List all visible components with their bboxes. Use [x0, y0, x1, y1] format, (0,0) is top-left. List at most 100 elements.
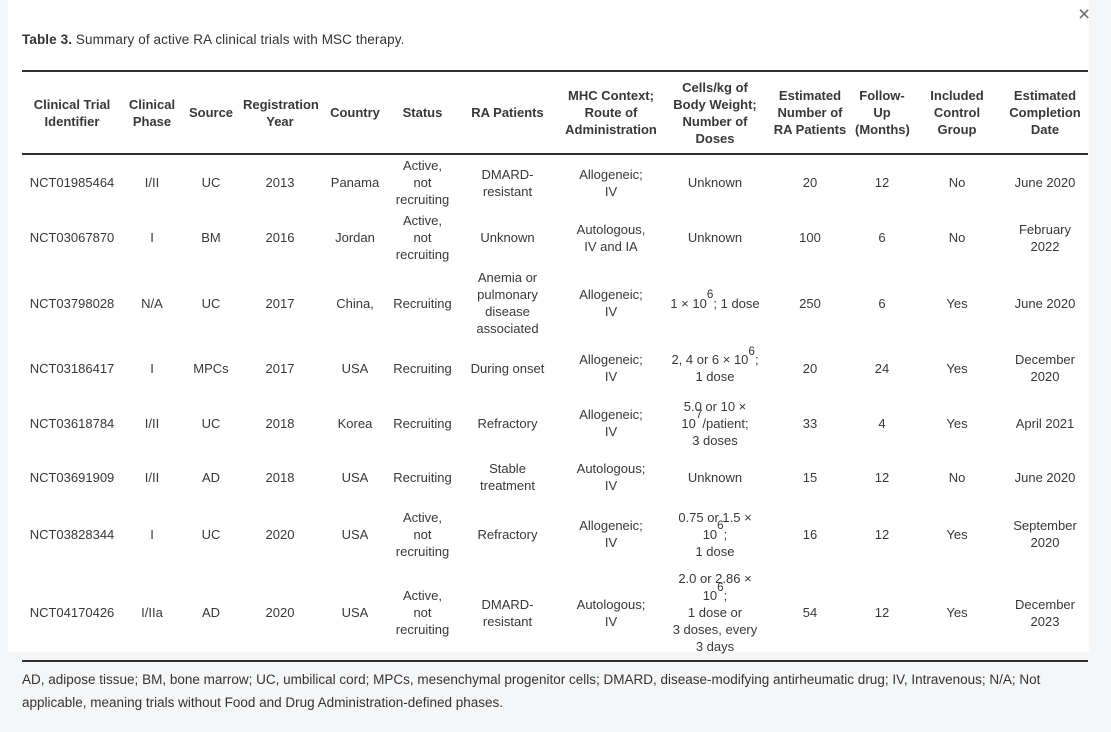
table-cell: NCT04170426: [29, 605, 115, 620]
table-cell: 250: [799, 295, 821, 311]
table-cell: 2020: [265, 605, 295, 620]
table-cell: NCT01985464: [29, 175, 115, 190]
table-cell: I/II: [144, 415, 160, 431]
table-cell: June 2020: [1014, 295, 1076, 311]
column-header: Status: [390, 71, 455, 155]
table-cell: 4: [878, 415, 886, 431]
table-caption-text: Summary of active RA clinical trials wit…: [72, 32, 405, 47]
table-cell: Recruiting: [393, 295, 452, 311]
table-cell: AD: [201, 605, 221, 620]
table-cell: DMARD- resistant: [481, 166, 534, 199]
table-row: NCT01985464 I/II UC 2013 Panama Active, not r…: [22, 154, 1088, 210]
table-cell: UC: [201, 295, 221, 311]
table-cell: China,: [336, 295, 374, 311]
table-cell: I/II: [144, 175, 160, 190]
table-cell: 54: [802, 605, 818, 620]
table-cell: 12: [874, 605, 890, 620]
table-cell: 100: [799, 230, 821, 245]
table-cell: Active, not recruiting: [395, 588, 450, 637]
table-cell: USA: [341, 526, 369, 542]
table-cell: No: [948, 469, 966, 485]
table-cell: 2.0 or 2.86 × 106; 1 dose or 3 doses, ev…: [672, 571, 758, 654]
table-cell: Stable treatment: [480, 461, 535, 493]
table-cell: 5.0 or 10 × 107/patient; 3 doses: [681, 398, 749, 448]
table-cell: 1 × 106; 1 dose: [670, 288, 760, 311]
table-cell: June 2020: [1014, 175, 1076, 190]
column-header: Estimated Completion Date: [1002, 71, 1088, 155]
column-header: Estimated Number of RA Patients: [768, 71, 852, 155]
table-cell: I: [150, 230, 154, 245]
table-cell: 16: [802, 526, 818, 542]
column-header: Clinical Trial Identifier: [22, 71, 122, 155]
column-header: Included Control Group: [912, 71, 1002, 155]
table-cell: Allogeneic; IV: [579, 287, 643, 319]
table-cell: 20: [802, 175, 818, 190]
table-cell: 2016: [265, 230, 295, 245]
column-header: Source: [182, 71, 240, 155]
table-cell: Yes: [946, 360, 968, 376]
table-cell: December 2023: [1015, 596, 1075, 629]
table-row: NCT03798028 N/A UC 2017 China, Recruiting Anem…: [22, 265, 1088, 341]
table-cell: No: [948, 175, 966, 190]
table-cell: No: [948, 230, 966, 245]
close-icon[interactable]: ×: [1078, 3, 1091, 26]
table-cell: 2018: [265, 415, 295, 431]
table-row: NCT03186417 I MPCs 2017 USA Recruiting During …: [22, 341, 1088, 395]
table-cell: NCT03798028: [29, 295, 115, 311]
table-cell: During onset: [470, 360, 545, 376]
table-cell: NCT03828344: [29, 526, 115, 542]
table-cell: 2020: [265, 526, 295, 542]
table-cell: Yes: [946, 295, 968, 311]
column-header: Country: [320, 71, 390, 155]
table-cell: MPCs: [193, 360, 229, 376]
table-cell: NCT03186417: [29, 360, 115, 376]
table-cell: Yes: [946, 415, 968, 431]
table-cell: 2018: [265, 469, 295, 485]
table-cell: February 2022: [1018, 221, 1072, 254]
table-row: NCT04170426 I/IIa AD 2020 USA Active, not rec…: [22, 565, 1088, 661]
column-header: Registration Year: [240, 71, 320, 155]
table-cell: Unknown: [687, 175, 743, 190]
table-cell: 15: [802, 469, 818, 485]
table-cell: 12: [874, 469, 890, 485]
table-cell: 12: [874, 526, 890, 542]
table-cell: USA: [341, 469, 369, 485]
table-cell: 0.75 or 1.5 × 106; 1 dose: [678, 509, 752, 559]
table-body: NCT01985464 I/II UC 2013 Panama Active, not r…: [22, 154, 1088, 661]
table-cell: Yes: [946, 605, 968, 620]
column-header: Follow- Up (Months): [852, 71, 912, 155]
table-cell: Korea: [337, 415, 373, 431]
table-cell: Allogeneic; IV: [579, 166, 643, 199]
table-row: NCT03067870 I BM 2016 Jordan Active, not recr…: [22, 210, 1088, 265]
table-cell: UC: [201, 415, 221, 431]
table-cell: Active, not recruiting: [395, 158, 450, 207]
table-cell: USA: [341, 360, 369, 376]
table-cell: BM: [201, 230, 221, 245]
table-row: NCT03691909 I/II AD 2018 USA Recruiting Stable…: [22, 451, 1088, 503]
table-cell: Refractory: [477, 415, 538, 431]
table-cell: December 2020: [1015, 352, 1075, 384]
table-cell: Allogeneic; IV: [579, 407, 643, 439]
table-cell: Active, not recruiting: [395, 213, 450, 262]
table-cell: UC: [201, 526, 221, 542]
table-cell: Active, not recruiting: [395, 509, 450, 559]
table-cell: Recruiting: [393, 360, 452, 376]
clinical-trials-table: Clinical Trial Identifier Clinical Phase S…: [22, 70, 1088, 662]
table-cell: 24: [874, 360, 890, 376]
table-cell: 2013: [265, 175, 295, 190]
table-cell: Panama: [330, 175, 380, 190]
table-cell: DMARD- resistant: [481, 596, 534, 629]
table-cell: 2017: [265, 295, 295, 311]
table-cell: I: [150, 526, 154, 542]
table-cell: April 2021: [1015, 415, 1075, 431]
table-cell: N/A: [141, 295, 163, 311]
table-cell: UC: [201, 175, 221, 190]
table-cell: Anemia or pulmonary disease associated: [476, 270, 539, 336]
table-caption-label: Table 3.: [22, 32, 73, 47]
table-cell: 2, 4 or 6 × 106; 1 dose: [671, 344, 759, 384]
table-card: Table 3. Summary of active RA clinical t…: [8, 0, 1089, 662]
table-footnote: AD, adipose tissue; BM, bone marrow; UC,…: [22, 672, 1041, 710]
table-cell: Jordan: [335, 230, 375, 245]
table-cell: 20: [802, 360, 818, 376]
